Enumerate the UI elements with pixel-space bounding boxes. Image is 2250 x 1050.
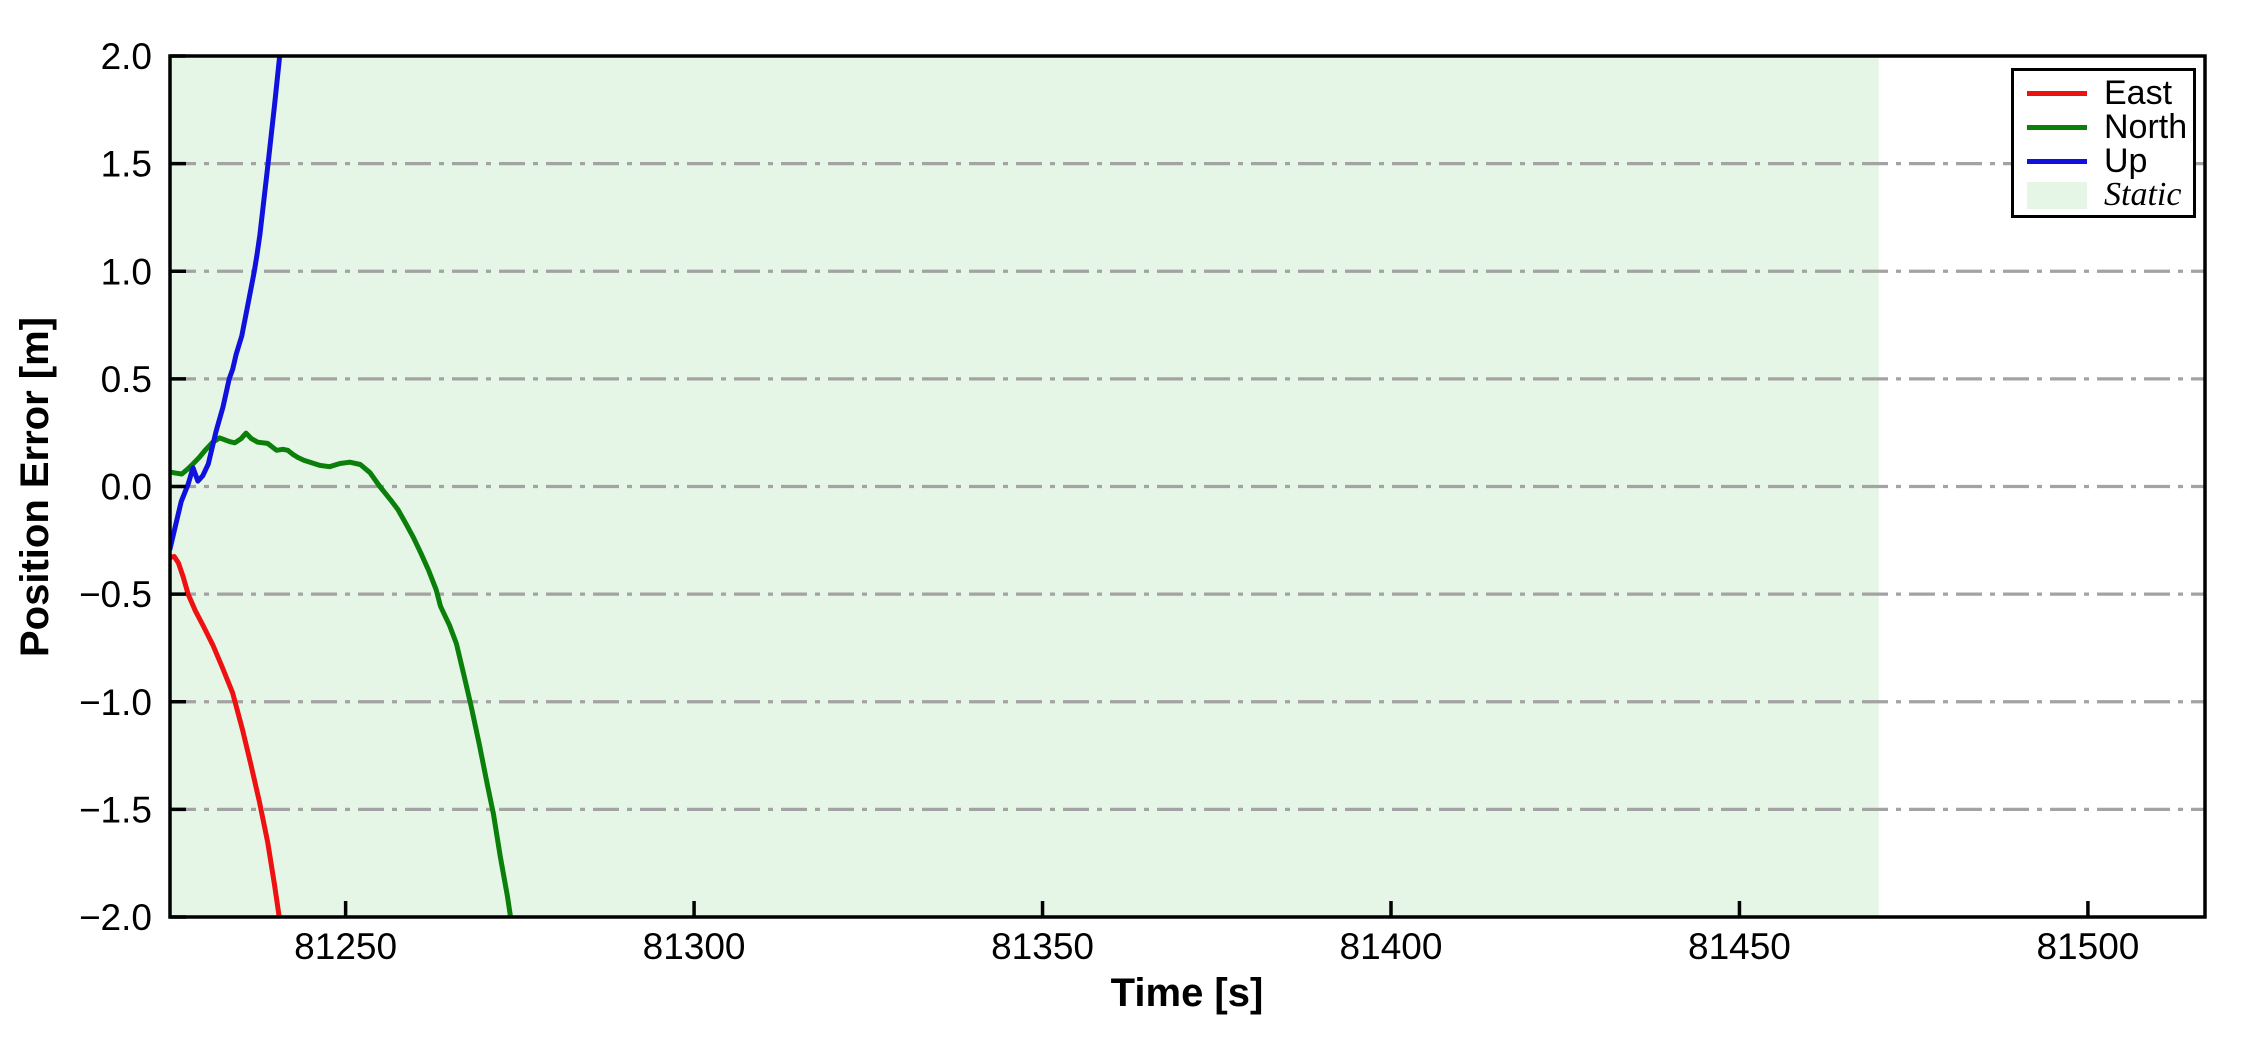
series-north-line (170, 430, 514, 917)
legend-item-north: North (2027, 110, 2187, 144)
legend-patch-static (2027, 181, 2087, 209)
legend-label-north: North (2104, 108, 2188, 146)
y-axis-label: Position Error [m] (13, 317, 57, 657)
y-tick-label-2.0: 2.0 (101, 36, 152, 77)
x-tick-label-81450: 81450 (1688, 926, 1791, 967)
legend-line-north (2027, 124, 2087, 130)
legend-label-east: East (2104, 74, 2173, 112)
y-tick-label-−2.0: −2.0 (79, 897, 152, 938)
y-tick-label-1.5: 1.5 (101, 144, 152, 185)
y-tick-label-−1.5: −1.5 (79, 789, 152, 830)
series-east-line (170, 554, 282, 917)
legend-line-east (2027, 90, 2087, 96)
x-tick-label-81300: 81300 (643, 926, 746, 967)
x-tick-label-81250: 81250 (294, 926, 397, 967)
legend-line-up (2027, 158, 2087, 164)
y-tick-label-0.5: 0.5 (101, 359, 152, 400)
x-tick-label-81400: 81400 (1340, 926, 1443, 967)
x-axis-label: Time [s] (1111, 971, 1264, 1015)
legend-item-up: Up (2027, 144, 2187, 178)
legend-label-static: Static (2104, 176, 2182, 213)
legend-item-east: East (2027, 76, 2187, 110)
legend: East North Up Static (2011, 68, 2196, 218)
series-up-line (170, 56, 283, 552)
y-tick-label-1.0: 1.0 (101, 251, 152, 292)
legend-item-static: Static (2027, 178, 2187, 212)
y-tick-label-0.0: 0.0 (101, 467, 152, 508)
x-tick-label-81500: 81500 (2036, 926, 2139, 967)
y-tick-label-−0.5: −0.5 (79, 574, 152, 615)
legend-label-up: Up (2104, 142, 2148, 180)
plot-border (168, 54, 2207, 919)
x-tick-label-81350: 81350 (991, 926, 1094, 967)
y-tick-label-−1.0: −1.0 (79, 682, 152, 723)
